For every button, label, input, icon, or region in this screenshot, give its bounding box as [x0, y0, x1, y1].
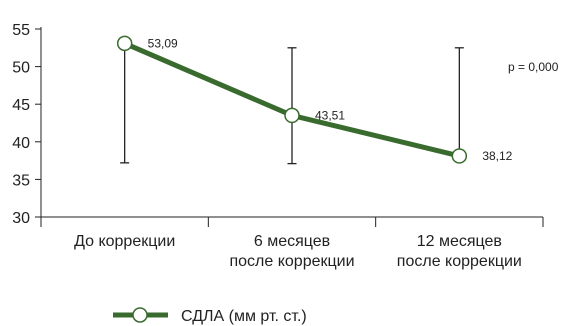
x-category-label-line: после коррекции	[397, 253, 522, 270]
x-category-label-line: До коррекции	[74, 233, 175, 250]
data-labels: 53,09 43,51 38,12	[148, 36, 513, 163]
x-category-label: 6 месяцев после коррекции	[229, 233, 354, 270]
p-value-annotation: p = 0,000	[508, 60, 559, 74]
series-line	[116, 35, 468, 164]
legend-label: СДЛА (мм рт. ст.)	[181, 308, 307, 325]
x-category-label: 12 месяцев после коррекции	[397, 233, 522, 270]
data-value-label: 53,09	[148, 36, 178, 50]
x-category-label-line: 6 месяцев	[254, 233, 330, 250]
y-tick-label: 35	[12, 172, 30, 189]
data-value-label: 38,12	[482, 149, 512, 163]
data-point-marker	[284, 107, 300, 124]
axes	[40, 27, 544, 227]
y-tick-label: 50	[12, 60, 30, 77]
data-point-marker	[116, 35, 133, 52]
y-tick-label: 40	[12, 135, 30, 152]
legend: СДЛА (мм рт. ст.)	[113, 307, 307, 325]
x-category-label: До коррекции	[74, 233, 175, 250]
y-axis-ticks: 30 35 40 45 50 55	[12, 22, 41, 227]
x-category-label-line: после коррекции	[229, 253, 354, 270]
y-tick-label: 30	[12, 210, 30, 227]
data-value-label: 43,51	[315, 108, 345, 122]
data-point-marker	[451, 148, 468, 164]
y-tick-label: 45	[12, 97, 30, 114]
x-category-label-line: 12 месяцев	[417, 233, 502, 250]
y-tick-label: 55	[12, 22, 30, 39]
legend-marker-swatch	[132, 307, 148, 323]
